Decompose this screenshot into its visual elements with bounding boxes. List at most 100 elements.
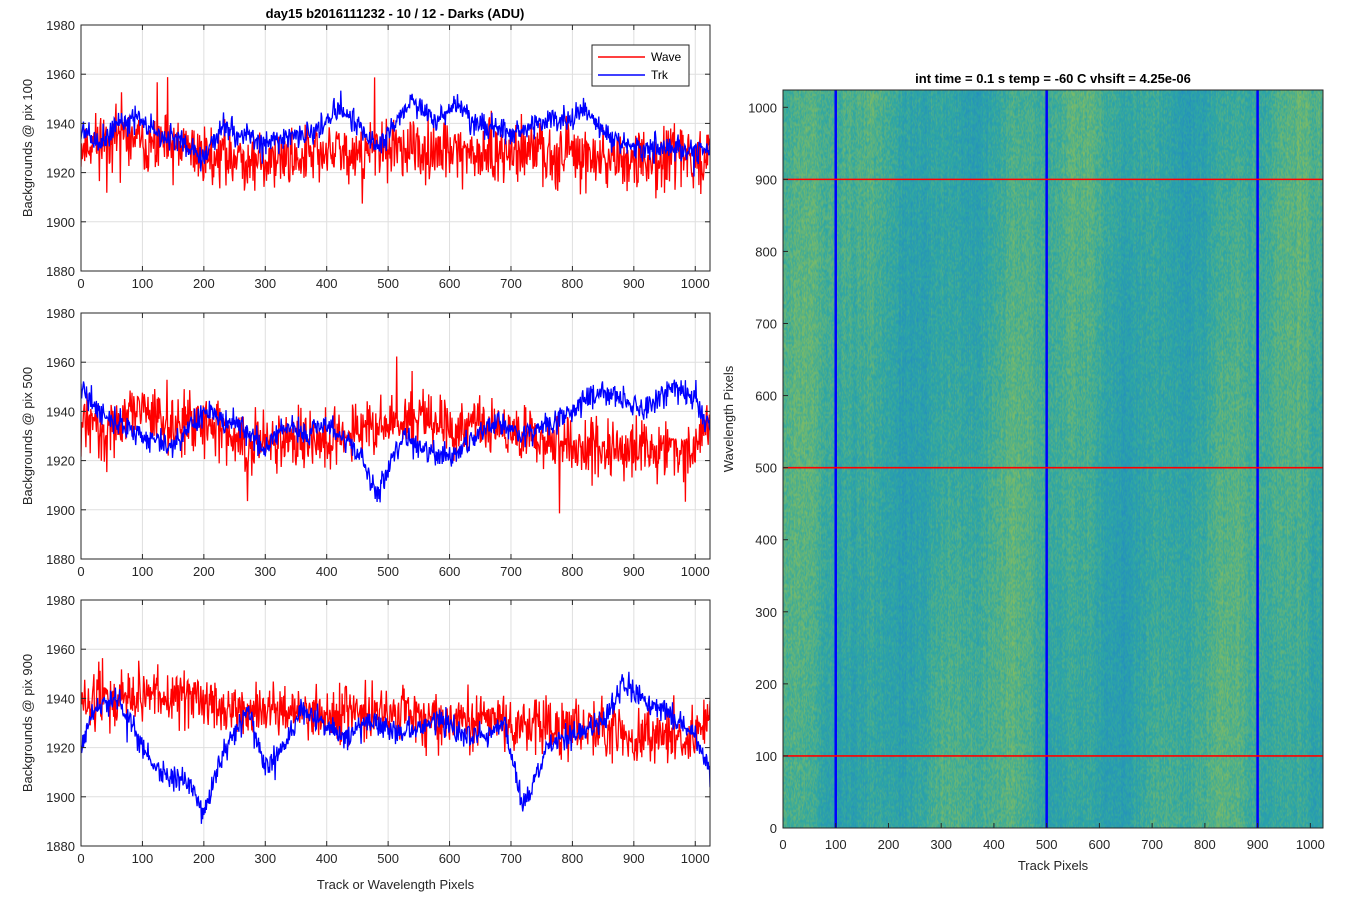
- y-axis-label: Wavelength Pixels: [721, 365, 736, 472]
- legend-box: [591, 44, 690, 87]
- x-tick-label: 600: [439, 851, 461, 866]
- y-tick-label: 1000: [748, 100, 777, 115]
- y-tick-label: 300: [755, 605, 777, 620]
- y-tick-label: 1980: [46, 306, 75, 321]
- x-tick-label: 0: [77, 564, 84, 579]
- heatmap-panel: int time = 0.1 s temp = -60 C vhsift = 4…: [721, 71, 1325, 873]
- x-tick-label: 800: [562, 564, 584, 579]
- y-tick-label: 1880: [46, 264, 75, 279]
- x-tick-label: 100: [132, 276, 154, 291]
- x-tick-label: 900: [623, 564, 645, 579]
- y-tick-label: 1960: [46, 642, 75, 657]
- x-tick-label: 0: [779, 837, 786, 852]
- x-tick-label: 200: [193, 564, 215, 579]
- x-tick-label: 500: [377, 851, 399, 866]
- x-tick-label: 800: [562, 276, 584, 291]
- series-trk-line: [81, 90, 710, 177]
- axes-box: [80, 599, 711, 847]
- x-tick-label: 100: [825, 837, 847, 852]
- line-panel-2: 0 100 200 300 400 500 600 700 800 900 1000 1880 1900…: [20, 306, 711, 579]
- x-tick-label: 200: [193, 851, 215, 866]
- series-trk-line: [81, 671, 710, 824]
- y-tick-label: 900: [755, 172, 777, 187]
- y-tick-label: 1980: [46, 18, 75, 33]
- y-tick-label: 1880: [46, 552, 75, 567]
- heatmap-title: int time = 0.1 s temp = -60 C vhsift = 4…: [915, 71, 1191, 86]
- x-tick-label: 500: [377, 564, 399, 579]
- x-tick-label: 100: [132, 851, 154, 866]
- heatmap-axes-box: [782, 89, 1324, 829]
- x-axis-label: Track Pixels: [1018, 858, 1089, 873]
- line-panel-1: 0 100 200 300 400 500 600 700 800 900 1000 1880 1900…: [20, 18, 711, 291]
- x-tick-label: 200: [193, 276, 215, 291]
- x-tick-label: 800: [562, 851, 584, 866]
- x-tick-label: 1000: [681, 851, 710, 866]
- x-tick-label: 400: [983, 837, 1005, 852]
- x-tick-label: 600: [439, 276, 461, 291]
- x-tick-label: 500: [1036, 837, 1058, 852]
- x-tick-label: 300: [254, 851, 276, 866]
- x-tick-label: 800: [1194, 837, 1216, 852]
- series-wave-line: [81, 356, 710, 514]
- figure-title: day15 b2016111232 - 10 / 12 - Darks (ADU…: [266, 6, 525, 21]
- legend: Wave Trk: [591, 44, 690, 87]
- x-tick-label: 900: [1247, 837, 1269, 852]
- x-tick-label: 300: [254, 276, 276, 291]
- y-tick-label: 0: [770, 821, 777, 836]
- y-tick-label: 400: [755, 533, 777, 548]
- heatmap-image: [783, 90, 1323, 828]
- y-tick-label: 100: [755, 749, 777, 764]
- x-tick-label: 700: [1141, 837, 1163, 852]
- y-axis-label: Backgrounds @ pix 100: [20, 79, 35, 217]
- x-tick-label: 300: [254, 564, 276, 579]
- y-tick-label: 1900: [46, 215, 75, 230]
- x-tick-label: 0: [77, 851, 84, 866]
- x-tick-label: 1000: [681, 564, 710, 579]
- series-trk-line: [81, 379, 710, 503]
- y-tick-label: 1960: [46, 67, 75, 82]
- x-tick-label: 300: [930, 837, 952, 852]
- x-tick-label: 400: [316, 564, 338, 579]
- legend-wave-label: Wave: [651, 50, 682, 64]
- y-tick-label: 1940: [46, 116, 75, 131]
- x-tick-label: 700: [500, 851, 522, 866]
- x-tick-label: 600: [439, 564, 461, 579]
- x-tick-label: 0: [77, 276, 84, 291]
- y-tick-label: 1920: [46, 166, 75, 181]
- x-tick-label: 400: [316, 851, 338, 866]
- plot-area: [81, 313, 710, 559]
- y-tick-label: 1980: [46, 593, 75, 608]
- x-tick-label: 1000: [681, 276, 710, 291]
- y-tick-label: 1880: [46, 839, 75, 854]
- x-tick-label: 400: [316, 276, 338, 291]
- y-tick-label: 1940: [46, 404, 75, 419]
- y-tick-label: 800: [755, 244, 777, 259]
- line-panel-3: 0 100 200 300 400 500 600 700 800 900 1000 1880 1900…: [20, 593, 711, 892]
- y-tick-label: 1940: [46, 691, 75, 706]
- x-axis-label: Track or Wavelength Pixels: [317, 877, 475, 892]
- x-tick-label: 700: [500, 564, 522, 579]
- y-tick-label: 1900: [46, 503, 75, 518]
- x-tick-label: 200: [878, 837, 900, 852]
- y-tick-label: 700: [755, 317, 777, 332]
- x-tick-label: 700: [500, 276, 522, 291]
- y-tick-label: 1920: [46, 454, 75, 469]
- x-tick-label: 600: [1089, 837, 1111, 852]
- y-tick-label: 200: [755, 677, 777, 692]
- legend-trk-label: Trk: [651, 68, 669, 82]
- x-tick-label: 900: [623, 851, 645, 866]
- series-wave-line: [81, 658, 710, 764]
- x-tick-label: 500: [377, 276, 399, 291]
- y-tick-label: 1960: [46, 355, 75, 370]
- axes-box: [80, 312, 711, 560]
- y-tick-label: 1900: [46, 790, 75, 805]
- x-tick-label: 100: [132, 564, 154, 579]
- x-tick-label: 1000: [1296, 837, 1325, 852]
- axes-box: [80, 24, 711, 272]
- y-tick-label: 600: [755, 389, 777, 404]
- x-tick-label: 900: [623, 276, 645, 291]
- y-axis-label: Backgrounds @ pix 900: [20, 654, 35, 792]
- y-tick-label: 1920: [46, 741, 75, 756]
- y-axis-label: Backgrounds @ pix 500: [20, 367, 35, 505]
